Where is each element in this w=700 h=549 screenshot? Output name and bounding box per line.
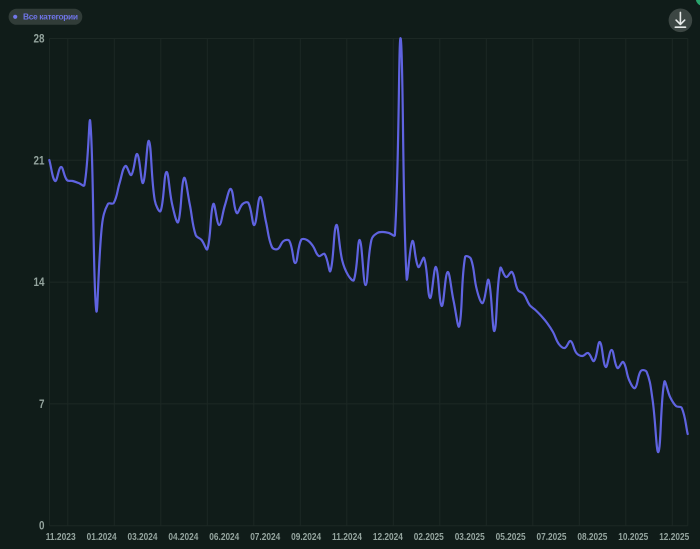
svg-text:12.2024: 12.2024 xyxy=(373,531,403,543)
svg-text:11.2023: 11.2023 xyxy=(46,531,76,543)
svg-text:08.2025: 08.2025 xyxy=(577,531,607,543)
svg-text:03.2024: 03.2024 xyxy=(128,531,158,543)
svg-text:06.2024: 06.2024 xyxy=(209,531,239,543)
svg-text:0: 0 xyxy=(39,519,45,533)
svg-text:05.2025: 05.2025 xyxy=(496,531,526,543)
svg-text:7: 7 xyxy=(39,397,45,411)
svg-text:07.2025: 07.2025 xyxy=(537,531,567,543)
svg-text:01.2024: 01.2024 xyxy=(87,531,117,543)
svg-text:11.2024: 11.2024 xyxy=(332,531,362,543)
svg-text:03.2025: 03.2025 xyxy=(455,531,485,543)
svg-text:28: 28 xyxy=(34,32,45,46)
svg-text:07.2024: 07.2024 xyxy=(250,531,280,543)
svg-text:14: 14 xyxy=(34,275,45,289)
svg-text:21: 21 xyxy=(34,153,45,167)
svg-text:12.2025: 12.2025 xyxy=(659,531,689,543)
svg-text:02.2025: 02.2025 xyxy=(414,531,444,543)
svg-text:09.2024: 09.2024 xyxy=(291,531,321,543)
svg-text:04.2024: 04.2024 xyxy=(168,531,198,543)
svg-text:10.2025: 10.2025 xyxy=(618,531,648,543)
svg-text:Все категории: Все категории xyxy=(23,11,78,21)
